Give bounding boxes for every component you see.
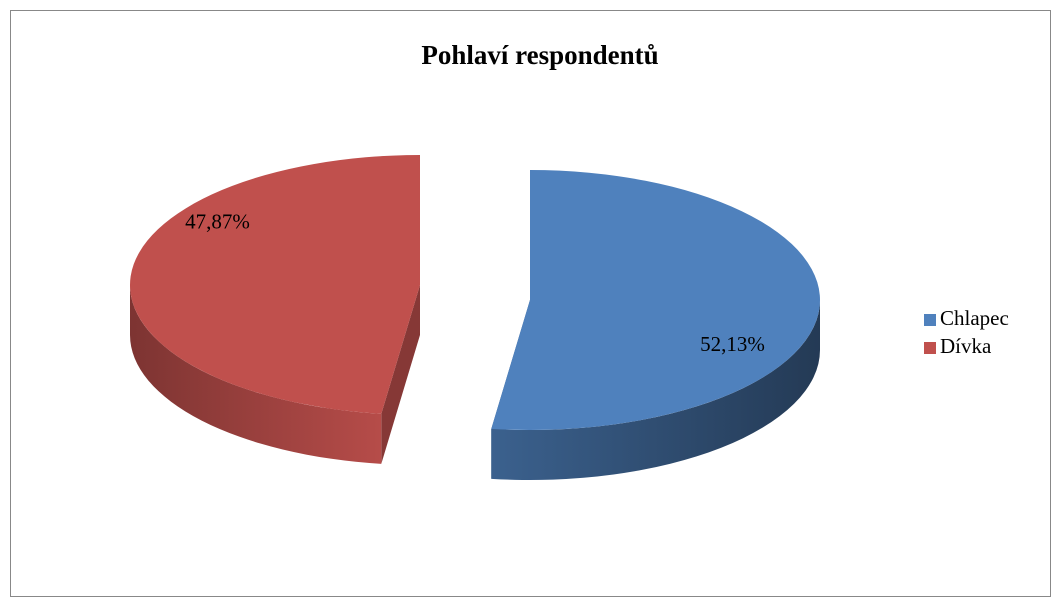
- legend-label: Dívka: [940, 334, 992, 358]
- data-label: 52,13%: [700, 332, 765, 356]
- pie-slice: [491, 170, 820, 430]
- legend-label: Chlapec: [940, 306, 1009, 330]
- pie-slice: [129, 155, 420, 414]
- legend-swatch: [924, 342, 936, 354]
- data-label: 47,87%: [185, 210, 250, 234]
- slice-cut-wall: [381, 285, 420, 464]
- legend-swatch: [924, 314, 936, 326]
- slice-side-wall: [130, 285, 382, 464]
- chart-title: Pohlaví respondentů: [421, 40, 658, 70]
- slice-side-wall: [491, 300, 820, 480]
